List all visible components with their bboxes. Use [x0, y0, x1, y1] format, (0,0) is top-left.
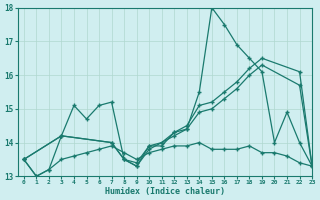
X-axis label: Humidex (Indice chaleur): Humidex (Indice chaleur): [105, 187, 225, 196]
